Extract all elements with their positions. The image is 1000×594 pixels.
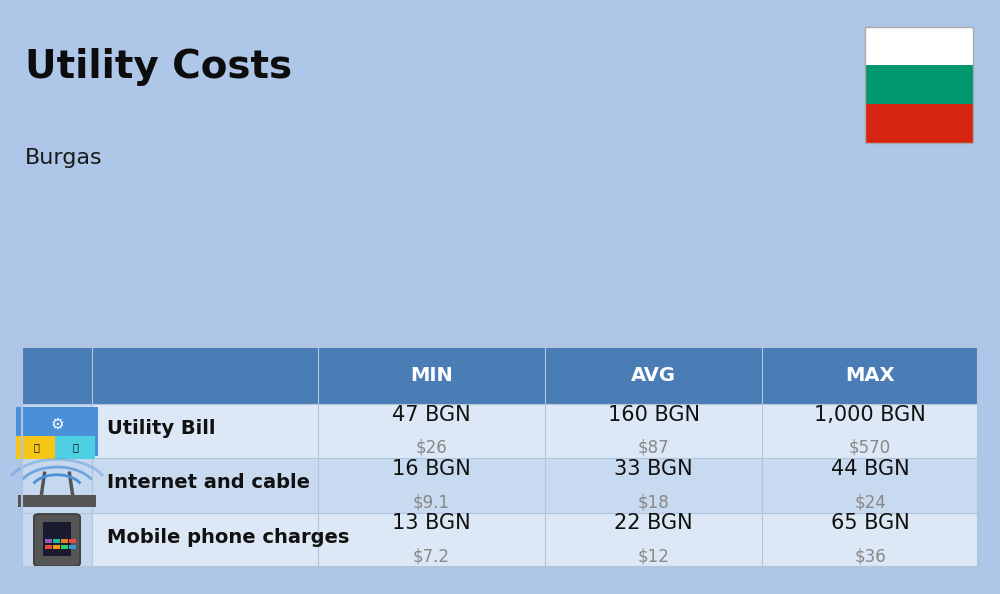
Bar xyxy=(69,539,76,544)
Bar xyxy=(22,404,92,459)
Bar xyxy=(22,347,978,567)
Text: 160 BGN: 160 BGN xyxy=(608,405,700,425)
Bar xyxy=(865,27,973,65)
Bar xyxy=(61,539,68,544)
FancyBboxPatch shape xyxy=(34,514,80,566)
Text: $18: $18 xyxy=(638,493,669,511)
FancyBboxPatch shape xyxy=(16,436,56,459)
Text: Mobile phone charges: Mobile phone charges xyxy=(107,527,349,546)
Text: MIN: MIN xyxy=(410,366,453,385)
Text: $9.1: $9.1 xyxy=(413,493,450,511)
Text: $36: $36 xyxy=(854,548,886,565)
Text: 🔌: 🔌 xyxy=(33,442,39,452)
Text: Utility Costs: Utility Costs xyxy=(25,48,292,86)
Text: 1,000 BGN: 1,000 BGN xyxy=(814,405,926,425)
Bar xyxy=(22,404,978,459)
Text: 65 BGN: 65 BGN xyxy=(831,513,909,533)
Bar xyxy=(22,513,978,567)
Text: $12: $12 xyxy=(638,548,669,565)
Bar xyxy=(22,513,92,567)
Text: 16 BGN: 16 BGN xyxy=(392,459,471,479)
Bar xyxy=(22,459,978,513)
Text: Internet and cable: Internet and cable xyxy=(107,473,310,492)
Bar xyxy=(22,347,978,404)
Text: ⚙: ⚙ xyxy=(50,416,64,431)
Bar xyxy=(53,545,60,549)
Bar xyxy=(865,27,973,143)
Bar xyxy=(61,545,68,549)
Text: 13 BGN: 13 BGN xyxy=(392,513,471,533)
Text: $570: $570 xyxy=(849,439,891,457)
Text: Utility Bill: Utility Bill xyxy=(107,419,216,438)
Text: 💧: 💧 xyxy=(72,442,78,452)
Text: AVG: AVG xyxy=(631,366,676,385)
Bar xyxy=(45,545,52,549)
Bar xyxy=(69,545,76,549)
Text: 22 BGN: 22 BGN xyxy=(614,513,693,533)
Bar xyxy=(43,522,71,556)
Bar xyxy=(18,495,96,507)
Bar xyxy=(53,539,60,544)
FancyBboxPatch shape xyxy=(16,406,98,456)
Text: 47 BGN: 47 BGN xyxy=(392,405,471,425)
Text: $26: $26 xyxy=(416,439,447,457)
Text: 44 BGN: 44 BGN xyxy=(831,459,909,479)
Bar xyxy=(45,539,52,544)
Text: MAX: MAX xyxy=(845,366,895,385)
Text: Burgas: Burgas xyxy=(25,148,103,169)
Bar xyxy=(22,459,92,513)
Text: $24: $24 xyxy=(854,493,886,511)
Text: 33 BGN: 33 BGN xyxy=(614,459,693,479)
Text: $87: $87 xyxy=(638,439,669,457)
Text: $7.2: $7.2 xyxy=(413,548,450,565)
FancyBboxPatch shape xyxy=(55,436,95,459)
Bar xyxy=(865,65,973,104)
Bar xyxy=(865,104,973,143)
